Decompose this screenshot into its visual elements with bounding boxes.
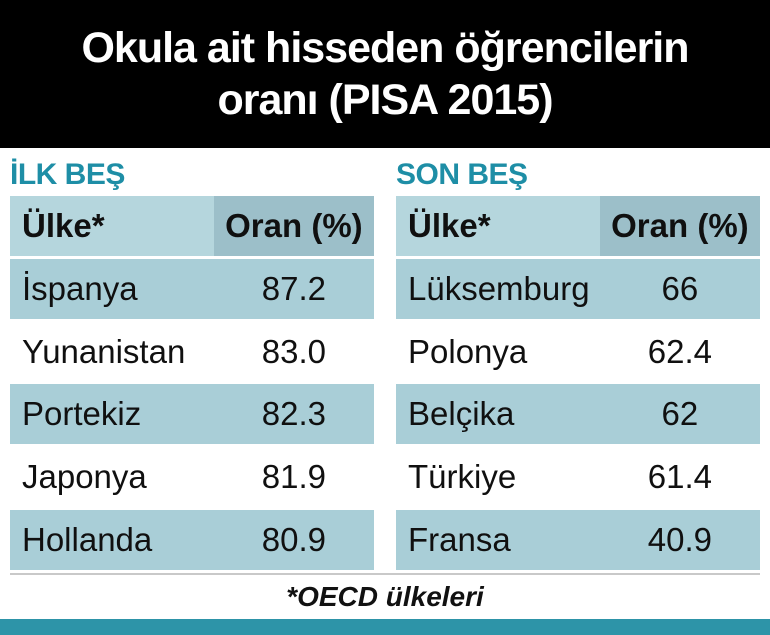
column-header-country: Ülke* bbox=[396, 196, 600, 259]
value-cell: 83.0 bbox=[213, 321, 374, 385]
footnote: *OECD ülkeleri bbox=[286, 581, 484, 612]
value-cell: 62.4 bbox=[599, 321, 760, 385]
table-row: Hollanda 80.9 bbox=[10, 510, 374, 573]
title-banner: Okula ait hisseden öğrencilerin oranı (P… bbox=[0, 0, 770, 148]
table-row: İspanya 87.2 bbox=[10, 258, 374, 322]
value-cell: 81.9 bbox=[213, 447, 374, 511]
value-cell: 80.9 bbox=[213, 510, 374, 573]
country-cell: Hollanda bbox=[10, 510, 214, 573]
table-row: Japonya 81.9 bbox=[10, 447, 374, 511]
country-cell: Yunanistan bbox=[10, 321, 214, 385]
table-row: Fransa 40.9 bbox=[396, 510, 760, 573]
table-header-row: Ülke* Oran (%) bbox=[10, 196, 374, 259]
country-cell: Polonya bbox=[396, 321, 600, 385]
country-cell: Türkiye bbox=[396, 447, 600, 511]
section-headings: İLK BEŞ SON BEŞ bbox=[0, 148, 770, 196]
bottom-five-table: Ülke* Oran (%) Lüksemburg 66 Polonya 62.… bbox=[396, 196, 760, 573]
footnote-row: *OECD ülkeleri bbox=[10, 573, 760, 619]
country-cell: Portekiz bbox=[10, 384, 214, 448]
country-cell: Belçika bbox=[396, 384, 600, 448]
value-cell: 40.9 bbox=[599, 510, 760, 573]
table-row: Polonya 62.4 bbox=[396, 321, 760, 385]
value-cell: 62 bbox=[599, 384, 760, 448]
section-heading-top-five: İLK BEŞ bbox=[10, 158, 125, 191]
table-row: Türkiye 61.4 bbox=[396, 447, 760, 511]
bottom-accent-bar bbox=[0, 619, 770, 635]
top-five-table: Ülke* Oran (%) İspanya 87.2 Yunanistan 8… bbox=[10, 196, 374, 573]
table-header-row: Ülke* Oran (%) bbox=[396, 196, 760, 259]
column-header-country: Ülke* bbox=[10, 196, 214, 259]
value-cell: 66 bbox=[599, 258, 760, 322]
country-cell: Japonya bbox=[10, 447, 214, 511]
table-row: Belçika 62 bbox=[396, 384, 760, 448]
page-title-line1: Okula ait hisseden öğrencilerin bbox=[81, 23, 689, 72]
table-row: Lüksemburg 66 bbox=[396, 258, 760, 322]
value-cell: 87.2 bbox=[213, 258, 374, 322]
section-heading-bottom-five: SON BEŞ bbox=[396, 158, 528, 191]
page-title-line2: oranı (PISA 2015) bbox=[217, 76, 553, 124]
country-cell: İspanya bbox=[10, 258, 214, 322]
country-cell: Fransa bbox=[396, 510, 600, 573]
value-cell: 82.3 bbox=[213, 384, 374, 448]
table-row: Yunanistan 83.0 bbox=[10, 321, 374, 385]
tables-container: Ülke* Oran (%) İspanya 87.2 Yunanistan 8… bbox=[0, 196, 770, 573]
country-cell: Lüksemburg bbox=[396, 258, 600, 322]
value-cell: 61.4 bbox=[599, 447, 760, 511]
column-header-oran: Oran (%) bbox=[213, 196, 374, 259]
column-header-oran: Oran (%) bbox=[599, 196, 760, 259]
table-row: Portekiz 82.3 bbox=[10, 384, 374, 448]
